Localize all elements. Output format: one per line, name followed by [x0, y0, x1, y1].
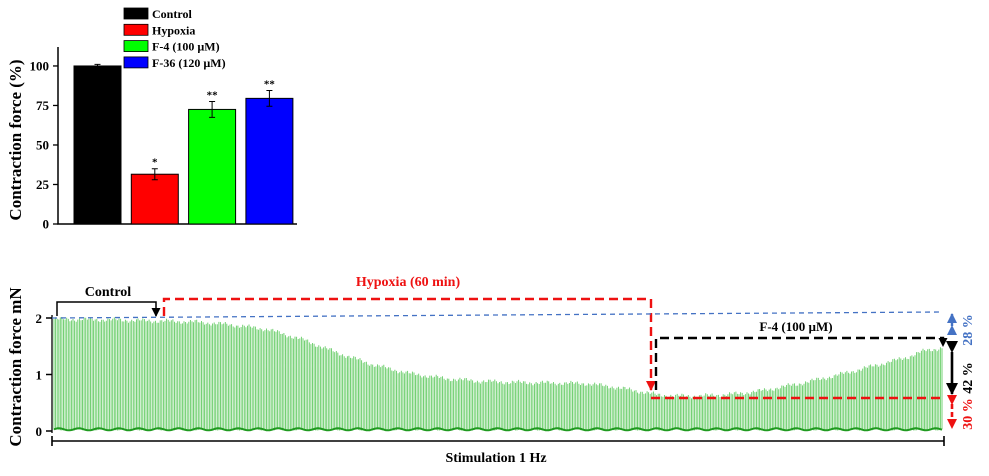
trace-y-tick-label: 2 [36, 311, 43, 326]
bar-y-tick-label: 75 [36, 98, 50, 113]
hypoxia-annotation: Hypoxia (60 min) [356, 275, 461, 290]
bar [73, 65, 122, 225]
trace-baseline [53, 427, 943, 432]
trace-y-tick-label: 0 [36, 424, 43, 439]
significance-mark: * [152, 157, 158, 169]
legend-label: Hypoxia [152, 23, 195, 37]
f4-annotation: F-4 (100 µM) [759, 319, 832, 334]
bar [130, 173, 179, 225]
bar-y-tick-label: 50 [36, 137, 49, 152]
error-bar [209, 101, 216, 118]
bar-y-tick-label: 0 [43, 217, 50, 232]
trace-chart: Contraction force mN 0 1 2 Control Hypoxia… [6, 275, 976, 466]
legend-swatch [123, 23, 149, 36]
legend-label: Control [152, 7, 192, 21]
bar-y-tick-label: 25 [36, 177, 50, 192]
significance-mark: ** [207, 90, 219, 102]
error-bar [94, 63, 101, 69]
error-bar [151, 168, 158, 181]
percent-30-label: 30 % [961, 398, 976, 430]
control-level-line [51, 311, 941, 319]
control-bracket [56, 301, 161, 317]
contraction-trace [53, 317, 943, 431]
hypoxia-bracket [162, 297, 656, 391]
trace-y-ticks: 0 1 2 [36, 311, 53, 439]
significance-mark: ** [264, 78, 276, 90]
bar-y-tick-label: 100 [30, 58, 50, 73]
legend-label: F-36 (120 µM) [152, 56, 226, 70]
bar [188, 108, 237, 225]
bar-legend: Control Hypoxia F-4 (100 µM) F-36 (120 µM) [123, 7, 226, 70]
trace-y-tick-label: 1 [36, 368, 43, 383]
bar-marks: ***** [73, 63, 294, 225]
f4-bracket [654, 336, 948, 390]
legend-swatch [123, 40, 149, 52]
bar-y-ticks: 0 25 50 75 100 [30, 58, 58, 232]
legend-swatch [123, 56, 149, 69]
percent-28-label: 28 % [961, 314, 976, 346]
bar [245, 97, 294, 225]
percent-42-label: 42 % [961, 362, 976, 394]
legend-swatch [123, 7, 149, 20]
trace-y-axis-label: Contraction force mN [6, 287, 25, 447]
bar-y-axis-label: Contraction force (%) [6, 59, 25, 220]
error-bar [266, 89, 273, 107]
legend-label: F-4 (100 µM) [152, 40, 220, 54]
stimulation-bar [51, 436, 945, 446]
stimulation-label: Stimulation 1 Hz [445, 451, 546, 466]
control-annotation: Control [85, 285, 132, 300]
